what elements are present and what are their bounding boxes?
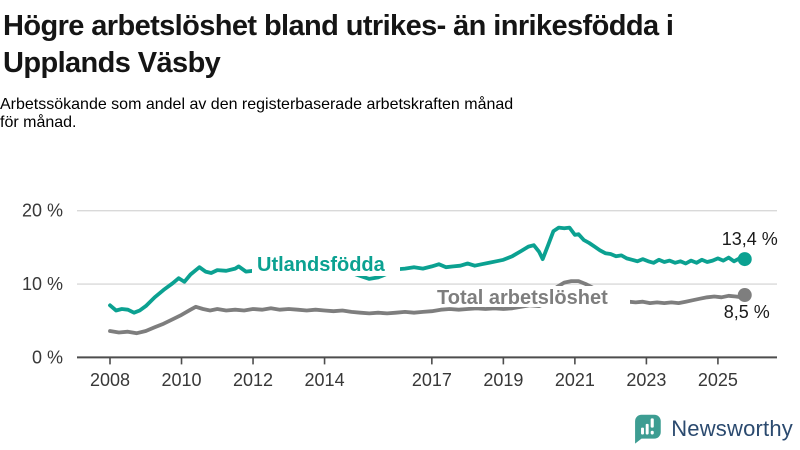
series-line-total-arbetsloshet <box>108 279 747 336</box>
series-label-utlandsfodda: Utlandsfödda <box>257 254 386 276</box>
x-tick-label-2021: 2021 <box>555 370 595 390</box>
series-line-utlandsfodda <box>108 225 747 315</box>
end-value-label-utlandsfodda: 13,4 % <box>722 229 778 249</box>
x-tick-label-2019: 2019 <box>483 370 523 390</box>
x-tick-label-2010: 2010 <box>161 370 201 390</box>
y-tick-label-0: 0 % <box>32 347 63 367</box>
subtitle-line-2: för månad. <box>0 114 77 131</box>
x-tick-label-2025: 2025 <box>698 370 738 390</box>
logo-bar-2 <box>645 423 649 435</box>
title-line-2: Upplands Väsby <box>3 47 221 79</box>
end-dot-total-arbetsloshet <box>737 288 752 303</box>
end-value-label-total-arbetsloshet: 8,5 % <box>724 302 770 322</box>
newsworthy-logo-link[interactable]: Newsworthy <box>631 412 793 445</box>
newsworthy-logo-icon <box>635 414 661 444</box>
label-mask-total-arbetsloshet <box>433 286 630 307</box>
y-tick-label-20: 20 % <box>22 201 63 221</box>
brand-name: Newsworthy <box>671 415 793 441</box>
x-tick-label-2014: 2014 <box>305 370 345 390</box>
subtitle-line-1: Arbetssökande som andel av den registerb… <box>0 96 514 113</box>
x-tick-label-2017: 2017 <box>412 370 452 390</box>
page-title: Högre arbetslöshet bland utrikes- än inr… <box>0 0 800 82</box>
end-dot-utlandsfodda <box>737 252 752 267</box>
title-line-1: Högre arbetslöshet bland utrikes- än inr… <box>3 10 674 42</box>
logo-exclamation-dot <box>650 430 654 435</box>
y-tick-label-10: 10 % <box>22 274 63 294</box>
x-tick-label-2012: 2012 <box>233 370 273 390</box>
label-mask-utlandsfodda <box>252 250 400 276</box>
series-label-total-arbetsloshet: Total arbetslöshet <box>437 287 608 309</box>
logo-bar-1 <box>641 427 645 435</box>
x-tick-label-2023: 2023 <box>626 370 666 390</box>
logo-exclamation-stem <box>650 418 654 428</box>
x-tick-label-2008: 2008 <box>90 370 130 390</box>
